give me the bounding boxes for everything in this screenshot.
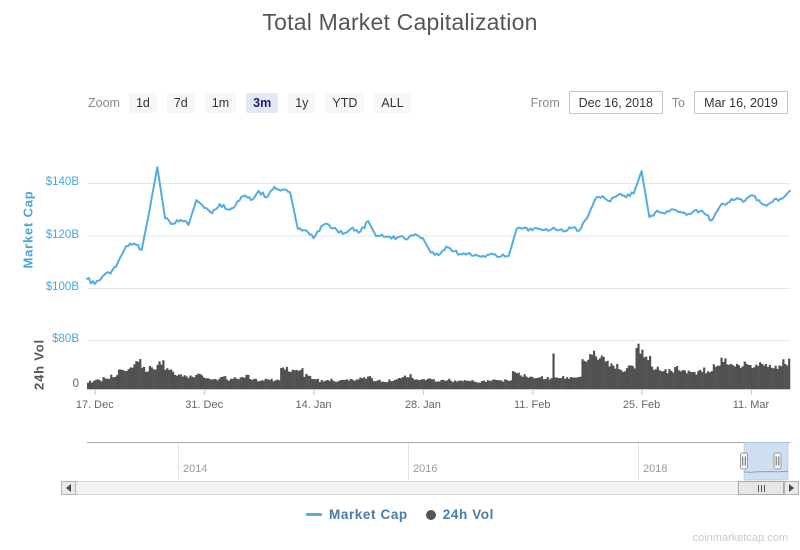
zoom-button-7d[interactable]: 7d [166,92,195,113]
chart-title: Total Market Capitalization [262,9,538,35]
to-label: To [671,95,685,110]
y-axis-tick-label: $120B [45,228,79,241]
zoom-button-ytd[interactable]: YTD [325,92,365,113]
navigator-year-label: 2016 [413,463,438,475]
market-cap-line-series[interactable] [86,166,791,286]
watermark: coinmarketcap.com [692,532,788,544]
legend-label-market-cap: Market Cap [329,507,408,522]
y-axis-tick-label: $140B [45,176,79,188]
to-date-input[interactable] [694,91,788,114]
y-axis-tick-label: $80B [52,333,79,345]
zoom-button-group: 1d 7d 1m 3m 1y YTD ALL [128,92,421,113]
x-axis-label: 14. Jan [295,399,332,411]
zoom-toolbar: Zoom 1d 7d 1m 3m 1y YTD ALL [88,91,421,114]
x-axis-label: 25. Feb [622,399,661,411]
zoom-button-1m[interactable]: 1m [204,92,237,113]
legend: Market Cap 24h Vol [0,507,800,522]
x-axis-label: 28. Jan [404,399,441,411]
zoom-button-3m[interactable]: 3m [246,92,279,113]
x-axis-label: 11. Feb [513,399,551,411]
zoom-label: Zoom [88,95,120,110]
navigator[interactable] [87,442,790,481]
scrollbar-right-button[interactable] [784,481,799,495]
navigator-handle-left[interactable] [740,452,748,470]
x-axis-label: 11. Mar [732,399,770,411]
navigator-year-label: 2014 [183,463,208,475]
x-axis-label: 31. Dec [185,399,224,411]
scrollbar-left-button[interactable] [61,481,76,495]
y-axis-tick-label: 0 [72,378,79,390]
zoom-button-all[interactable]: ALL [374,92,411,113]
scrollbar-track[interactable] [61,481,799,495]
grip-icon [757,484,759,492]
arrow-right-icon [789,484,794,492]
legend-label-24h-vol: 24h Vol [442,507,494,522]
zoom-button-1d[interactable]: 1d [128,92,157,113]
navigator-year-label: 2018 [643,463,668,475]
zoom-button-1y[interactable]: 1y [288,92,316,113]
volume-axis-title: 24h Vol [31,339,47,390]
x-axis-ticks [94,389,752,395]
y-axis-tick-label: $100B [45,281,79,293]
volume-bars-series[interactable] [87,343,791,389]
x-axis-label: 17. Dec [75,399,114,411]
circle-marker-icon [425,509,436,520]
arrow-left-icon [66,484,71,492]
legend-item-market-cap[interactable]: Market Cap [306,507,408,522]
line-marker-icon [306,513,322,516]
legend-item-24h-vol[interactable]: 24h Vol [425,507,494,522]
from-label: From [530,95,560,110]
scrollbar-thumb[interactable] [738,481,784,495]
market-cap-axis-title: Market Cap [20,190,36,269]
from-date-input[interactable] [568,91,663,114]
navigator-handle-right[interactable] [773,452,782,470]
date-range-toolbar: From To [531,91,788,114]
